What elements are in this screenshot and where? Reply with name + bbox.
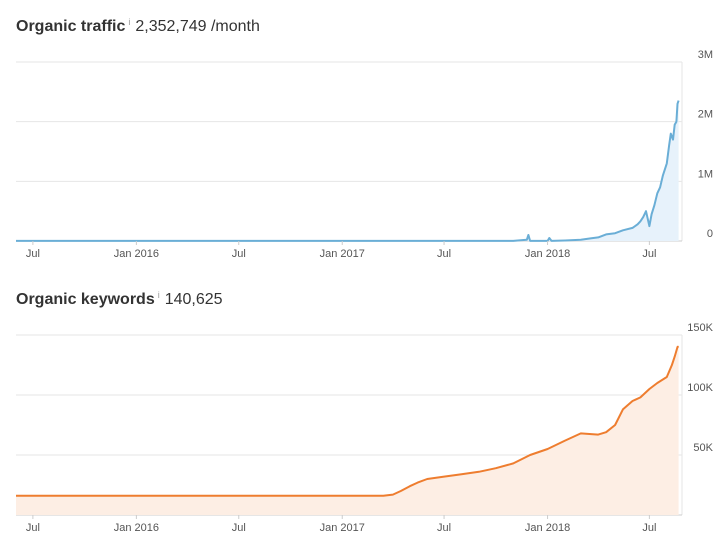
info-icon[interactable]: i <box>128 17 131 27</box>
series-area <box>16 346 679 515</box>
x-tick-label: Jul <box>232 522 246 534</box>
y-tick-label: 100K <box>687 382 713 394</box>
organic-keywords-value: 140,625 <box>164 291 223 308</box>
series-line[interactable] <box>16 100 680 242</box>
organic-traffic-chart[interactable]: 0 1M 2M 3M Jul Jan 2016 Jul Jan 2017 Jul Jan 2018… <box>0 49 723 266</box>
organic-keywords-header: Organic keywords i 140,625 <box>16 290 223 309</box>
x-tick-label: Jul <box>642 248 656 260</box>
organic-traffic-label: Organic traffic <box>16 18 126 35</box>
y-tick-label: 0 <box>707 228 713 240</box>
x-tick-label: Jan 2016 <box>114 248 159 260</box>
y-tick-label: 150K <box>687 322 713 334</box>
x-tick-label: Jul <box>232 248 246 260</box>
x-tick-label: Jan 2016 <box>114 522 159 534</box>
x-tick-label: Jul <box>437 248 451 260</box>
x-tick-label: Jan 2017 <box>320 248 365 260</box>
x-tick-label: Jul <box>437 522 451 534</box>
organic-traffic-header: Organic traffic i 2,352,749 /month <box>16 17 260 36</box>
series-line[interactable] <box>16 345 680 497</box>
x-tick-label: Jul <box>642 522 656 534</box>
organic-keywords-label: Organic keywords <box>16 291 155 308</box>
x-tick-label: Jul <box>26 522 40 534</box>
info-icon[interactable]: i <box>157 290 160 300</box>
y-tick-label: 3M <box>698 49 713 61</box>
organic-traffic-value: 2,352,749 /month <box>135 18 260 35</box>
x-tick-label: Jan 2017 <box>320 522 365 534</box>
x-tick-label: Jan 2018 <box>525 248 570 260</box>
y-tick-label: 2M <box>698 109 713 121</box>
y-tick-label: 1M <box>698 168 713 180</box>
y-tick-label: 50K <box>693 442 713 454</box>
x-tick-label: Jan 2018 <box>525 522 570 534</box>
organic-keywords-chart[interactable]: 50K 100K 150K Jul Jan 2016 Jul Jan 2017 Jul Jan … <box>0 322 723 535</box>
x-tick-label: Jul <box>26 248 40 260</box>
